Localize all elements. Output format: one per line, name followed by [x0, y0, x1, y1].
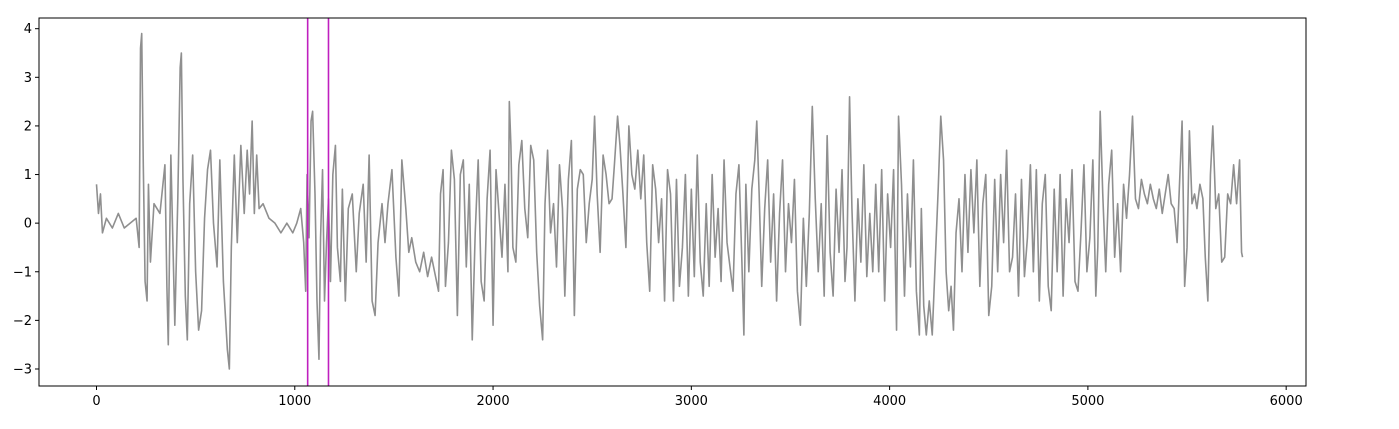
y-axis: −3 −2 −1 0 1 2 3 4 — [13, 22, 39, 377]
plot-frame — [38, 17, 1307, 387]
x-tick-label: 1000 — [278, 394, 311, 409]
marker-lines — [306, 18, 330, 386]
y-tick-label: 0 — [24, 217, 32, 232]
series-line-0 — [95, 32, 1244, 370]
x-tick-label: 5000 — [1071, 394, 1104, 409]
x-tick-label: 2000 — [477, 394, 510, 409]
y-tick-label: 2 — [24, 119, 32, 134]
plot-area — [39, 18, 1306, 386]
y-tick-label: 3 — [24, 71, 32, 86]
x-axis: 0 1000 2000 3000 4000 5000 6000 — [92, 386, 1303, 409]
x-tick-label: 0 — [92, 394, 100, 409]
y-tick-label: −1 — [13, 265, 32, 280]
x-tick-label: 3000 — [675, 394, 708, 409]
x-tick-label: 6000 — [1270, 394, 1303, 409]
series-layer — [95, 32, 1244, 370]
x-tick-label: 4000 — [873, 394, 906, 409]
y-tick-label: −2 — [13, 314, 32, 329]
y-tick-label: −3 — [13, 362, 32, 377]
y-tick-label: 1 — [24, 168, 32, 183]
y-tick-label: 4 — [24, 22, 32, 37]
